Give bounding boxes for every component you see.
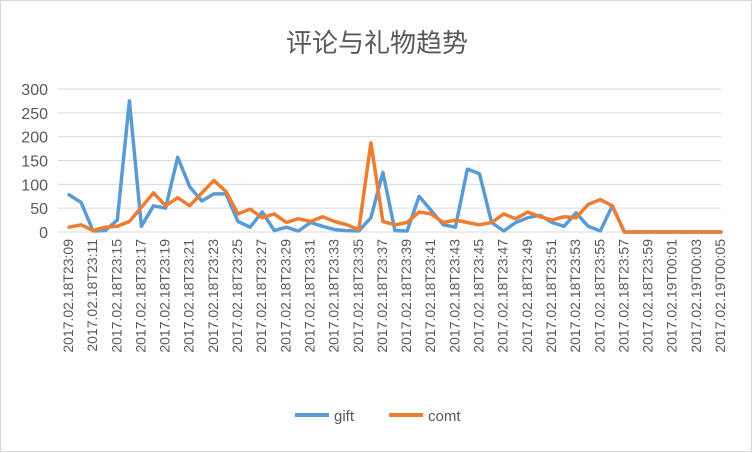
x-tick-label: 2017.02.18T23:19	[157, 239, 173, 353]
x-tick-label: 2017.02.18T23:25	[229, 239, 245, 353]
x-tick-label: 2017.02.18T23:35	[350, 239, 366, 353]
x-tick-label: 2017.02.18T23:45	[471, 239, 487, 353]
x-tick-label: 2017.02.18T23:17	[132, 239, 148, 353]
x-tick-label: 2017.02.18T23:47	[495, 239, 511, 353]
x-tick-label: 2017.02.19T00:01	[664, 239, 680, 353]
y-tick-label: 100	[21, 177, 48, 194]
x-tick-label: 2017.02.18T23:15	[108, 239, 124, 353]
x-tick-label: 2017.02.18T23:49	[519, 239, 535, 353]
x-tick-label: 2017.02.18T23:11	[84, 239, 100, 352]
x-tick-label: 2017.02.18T23:57	[615, 239, 631, 353]
x-tick-label: 2017.02.18T23:53	[567, 239, 583, 353]
x-tick-label: 2017.02.18T23:21	[181, 239, 197, 353]
y-tick-label: 200	[21, 130, 48, 147]
x-tick-label: 2017.02.18T23:31	[301, 239, 317, 353]
legend: gift comt	[295, 408, 461, 425]
x-axis-ticks: 2017.02.18T23:09 2017.02.18T23:11 2017.02.…	[60, 239, 728, 353]
x-tick-label: 2017.02.18T23:41	[422, 239, 438, 353]
y-axis-ticks: 0 50 100 150 200 250 300	[21, 82, 48, 242]
x-tick-label: 2017.02.18T23:39	[398, 239, 414, 353]
x-tick-label: 2017.02.19T00:05	[712, 239, 728, 353]
chart-title: 评论与礼物趋势	[286, 29, 468, 59]
x-tick-label: 2017.02.19T00:03	[688, 239, 704, 353]
y-tick-label: 0	[39, 225, 48, 242]
y-tick-label: 250	[21, 106, 48, 123]
y-tick-label: 50	[30, 201, 48, 218]
legend-label-gift: gift	[334, 408, 355, 425]
y-tick-label: 150	[21, 154, 48, 171]
x-tick-label: 2017.02.18T23:55	[591, 239, 607, 353]
series-lines	[67, 99, 723, 234]
x-tick-label: 2017.02.18T23:37	[374, 239, 390, 353]
x-tick-label: 2017.02.18T23:51	[543, 239, 559, 353]
x-tick-label: 2017.02.18T23:33	[326, 239, 342, 353]
x-tick-label: 2017.02.18T23:23	[205, 239, 221, 353]
x-tick-label: 2017.02.18T23:59	[640, 239, 656, 353]
series-line-comt	[67, 141, 723, 234]
series-line-gift	[67, 99, 723, 234]
x-tick-label: 2017.02.18T23:09	[60, 239, 76, 353]
gridlines	[58, 88, 721, 233]
legend-label-comt: comt	[428, 408, 461, 425]
x-tick-label: 2017.02.18T23:29	[277, 239, 293, 353]
x-tick-label: 2017.02.18T23:27	[253, 239, 269, 353]
x-tick-label: 2017.02.18T23:43	[446, 239, 462, 353]
y-tick-label: 300	[21, 82, 48, 99]
